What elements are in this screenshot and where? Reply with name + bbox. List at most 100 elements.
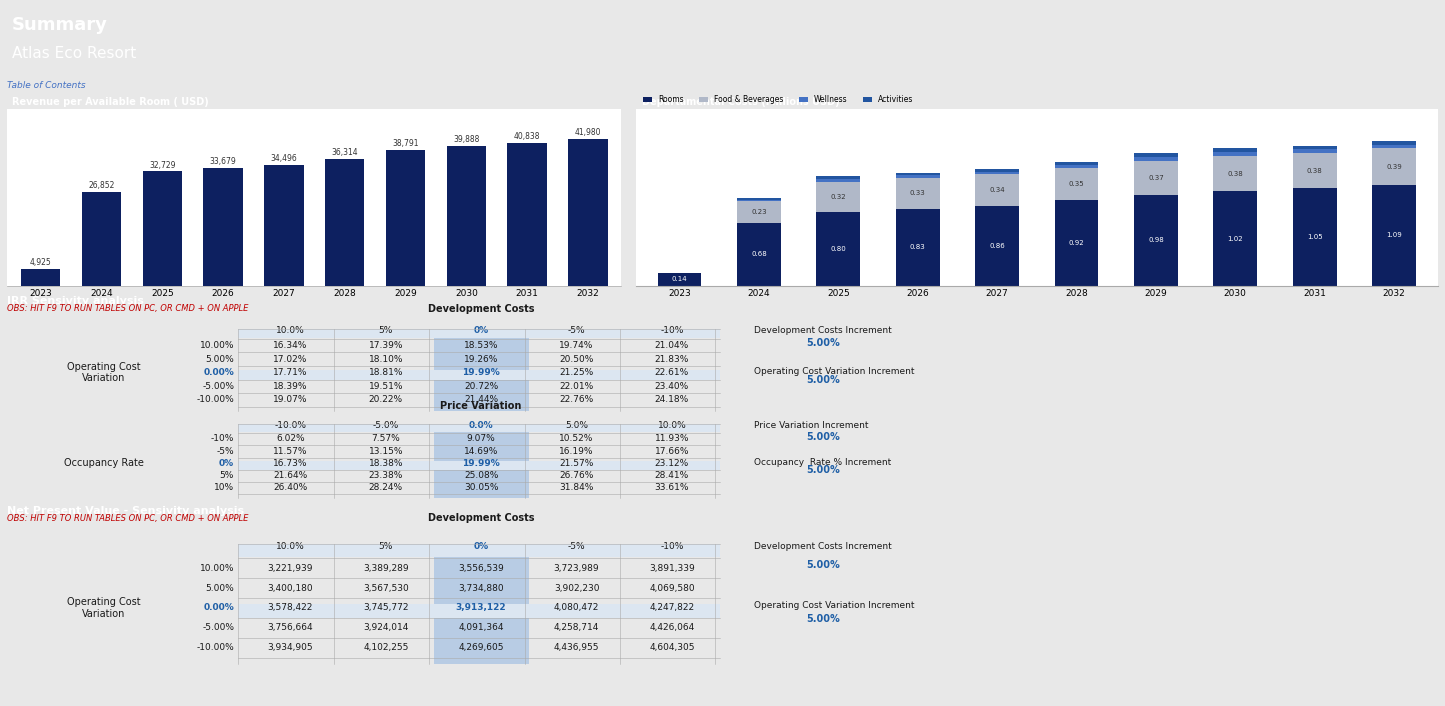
Text: 0%: 0%	[220, 459, 234, 468]
Bar	[896, 172, 939, 175]
Text: 6.02%: 6.02%	[276, 434, 305, 443]
Text: 22.61%: 22.61%	[655, 368, 689, 377]
Bar	[1214, 156, 1257, 191]
Bar	[325, 159, 364, 286]
Bar	[1373, 145, 1416, 148]
Bar	[975, 169, 1019, 172]
Text: 18.38%: 18.38%	[368, 459, 403, 468]
Bar	[1373, 141, 1416, 145]
Text: Operating Cost
Variation: Operating Cost Variation	[68, 362, 140, 383]
Bar	[896, 209, 939, 286]
Text: Development Costs Increment: Development Costs Increment	[754, 542, 892, 551]
Bar	[20, 269, 61, 286]
Bar	[264, 165, 303, 286]
Text: 28.41%: 28.41%	[655, 471, 689, 480]
Text: 21.25%: 21.25%	[559, 368, 594, 377]
Text: 17.66%: 17.66%	[655, 447, 689, 455]
Text: 5.00%: 5.00%	[806, 432, 840, 442]
Text: 0.86: 0.86	[990, 243, 1004, 249]
Bar	[816, 176, 860, 179]
Text: 7.57%: 7.57%	[371, 434, 400, 443]
Text: 4,247,822: 4,247,822	[649, 604, 695, 613]
Text: 0.38: 0.38	[1227, 171, 1243, 176]
Text: 23.12%: 23.12%	[655, 459, 689, 468]
Text: 19.26%: 19.26%	[464, 354, 499, 364]
Bar	[507, 143, 546, 286]
Text: IRR Sensivity analysis: IRR Sensivity analysis	[7, 296, 144, 306]
Bar	[1134, 195, 1178, 286]
Text: 4,426,064: 4,426,064	[649, 623, 695, 633]
Text: 33.61%: 33.61%	[655, 484, 689, 493]
Text: 26.76%: 26.76%	[559, 471, 594, 480]
Bar	[238, 329, 720, 338]
Text: 5.0%: 5.0%	[565, 421, 588, 430]
Text: 3,756,664: 3,756,664	[267, 623, 314, 633]
Bar	[816, 212, 860, 286]
Text: 0.37: 0.37	[1147, 174, 1163, 181]
Text: 10.0%: 10.0%	[276, 542, 305, 551]
Text: OBS: HIT F9 TO RUN TABLES ON PC, OR CMD + ON APPLE: OBS: HIT F9 TO RUN TABLES ON PC, OR CMD …	[7, 514, 249, 523]
Text: 20.72%: 20.72%	[464, 382, 499, 390]
Text: 21.83%: 21.83%	[655, 354, 689, 364]
Text: 3,902,230: 3,902,230	[553, 584, 600, 592]
Text: 21.64%: 21.64%	[273, 471, 308, 480]
Text: 4,069,580: 4,069,580	[649, 584, 695, 592]
Text: 26,852: 26,852	[88, 181, 114, 190]
Text: 19.51%: 19.51%	[368, 382, 403, 390]
Text: Occupancy Rate: Occupancy Rate	[64, 458, 144, 468]
Text: 3,389,289: 3,389,289	[363, 563, 409, 573]
Text: 24.18%: 24.18%	[655, 395, 689, 405]
Text: 3,723,989: 3,723,989	[553, 563, 600, 573]
Bar	[1134, 153, 1178, 157]
Text: -10.00%: -10.00%	[197, 395, 234, 405]
Text: 1.05: 1.05	[1306, 234, 1322, 240]
Text: 0.35: 0.35	[1069, 181, 1084, 187]
Text: 11.57%: 11.57%	[273, 447, 308, 455]
Text: 4,269,605: 4,269,605	[458, 643, 504, 652]
Legend: Rooms, Food & Beverages, Wellness, Activities: Rooms, Food & Beverages, Wellness, Activ…	[640, 92, 916, 107]
Bar	[1055, 162, 1098, 165]
Text: 10.00%: 10.00%	[199, 341, 234, 350]
Bar	[1134, 157, 1178, 160]
Bar	[737, 200, 780, 201]
Text: -5.0%: -5.0%	[373, 421, 399, 430]
Text: 9.07%: 9.07%	[467, 434, 496, 443]
Text: 5.00%: 5.00%	[806, 465, 840, 475]
Text: 3,400,180: 3,400,180	[267, 584, 314, 592]
Text: 26.40%: 26.40%	[273, 484, 308, 493]
Text: Occupancy  Rate % Increment: Occupancy Rate % Increment	[754, 457, 892, 467]
Text: -10%: -10%	[211, 434, 234, 443]
Bar	[1293, 150, 1337, 153]
Text: 10.52%: 10.52%	[559, 434, 594, 443]
Text: 10.0%: 10.0%	[657, 421, 686, 430]
Text: -5.00%: -5.00%	[202, 382, 234, 390]
Bar	[975, 206, 1019, 286]
Text: 5.00%: 5.00%	[205, 584, 234, 592]
Text: 0.92: 0.92	[1069, 240, 1084, 246]
Bar	[143, 172, 182, 286]
Text: OBS: HIT F9 TO RUN TABLES ON PC, OR CMD + ON APPLE: OBS: HIT F9 TO RUN TABLES ON PC, OR CMD …	[7, 304, 249, 313]
Bar	[657, 273, 701, 286]
Text: -10%: -10%	[660, 326, 683, 335]
Text: 17.71%: 17.71%	[273, 368, 308, 377]
Text: 5%: 5%	[379, 326, 393, 335]
Text: 16.34%: 16.34%	[273, 341, 308, 350]
Text: 20.22%: 20.22%	[368, 395, 403, 405]
Text: 5.00%: 5.00%	[205, 354, 234, 364]
Text: 25.08%: 25.08%	[464, 471, 499, 480]
Bar	[896, 175, 939, 178]
Bar	[1293, 189, 1337, 286]
Text: 21.04%: 21.04%	[655, 341, 689, 350]
Text: 0.80: 0.80	[831, 246, 847, 252]
Text: -10%: -10%	[660, 542, 683, 551]
Text: 3,556,539: 3,556,539	[458, 563, 504, 573]
Bar	[238, 370, 720, 380]
Text: 17.39%: 17.39%	[368, 341, 403, 350]
Text: 22.76%: 22.76%	[559, 395, 594, 405]
Bar	[1214, 152, 1257, 156]
Text: Development Costs Increment: Development Costs Increment	[754, 326, 892, 335]
Text: 5%: 5%	[379, 542, 393, 551]
Bar	[896, 178, 939, 209]
Text: 18.53%: 18.53%	[464, 341, 499, 350]
Bar	[737, 198, 780, 200]
